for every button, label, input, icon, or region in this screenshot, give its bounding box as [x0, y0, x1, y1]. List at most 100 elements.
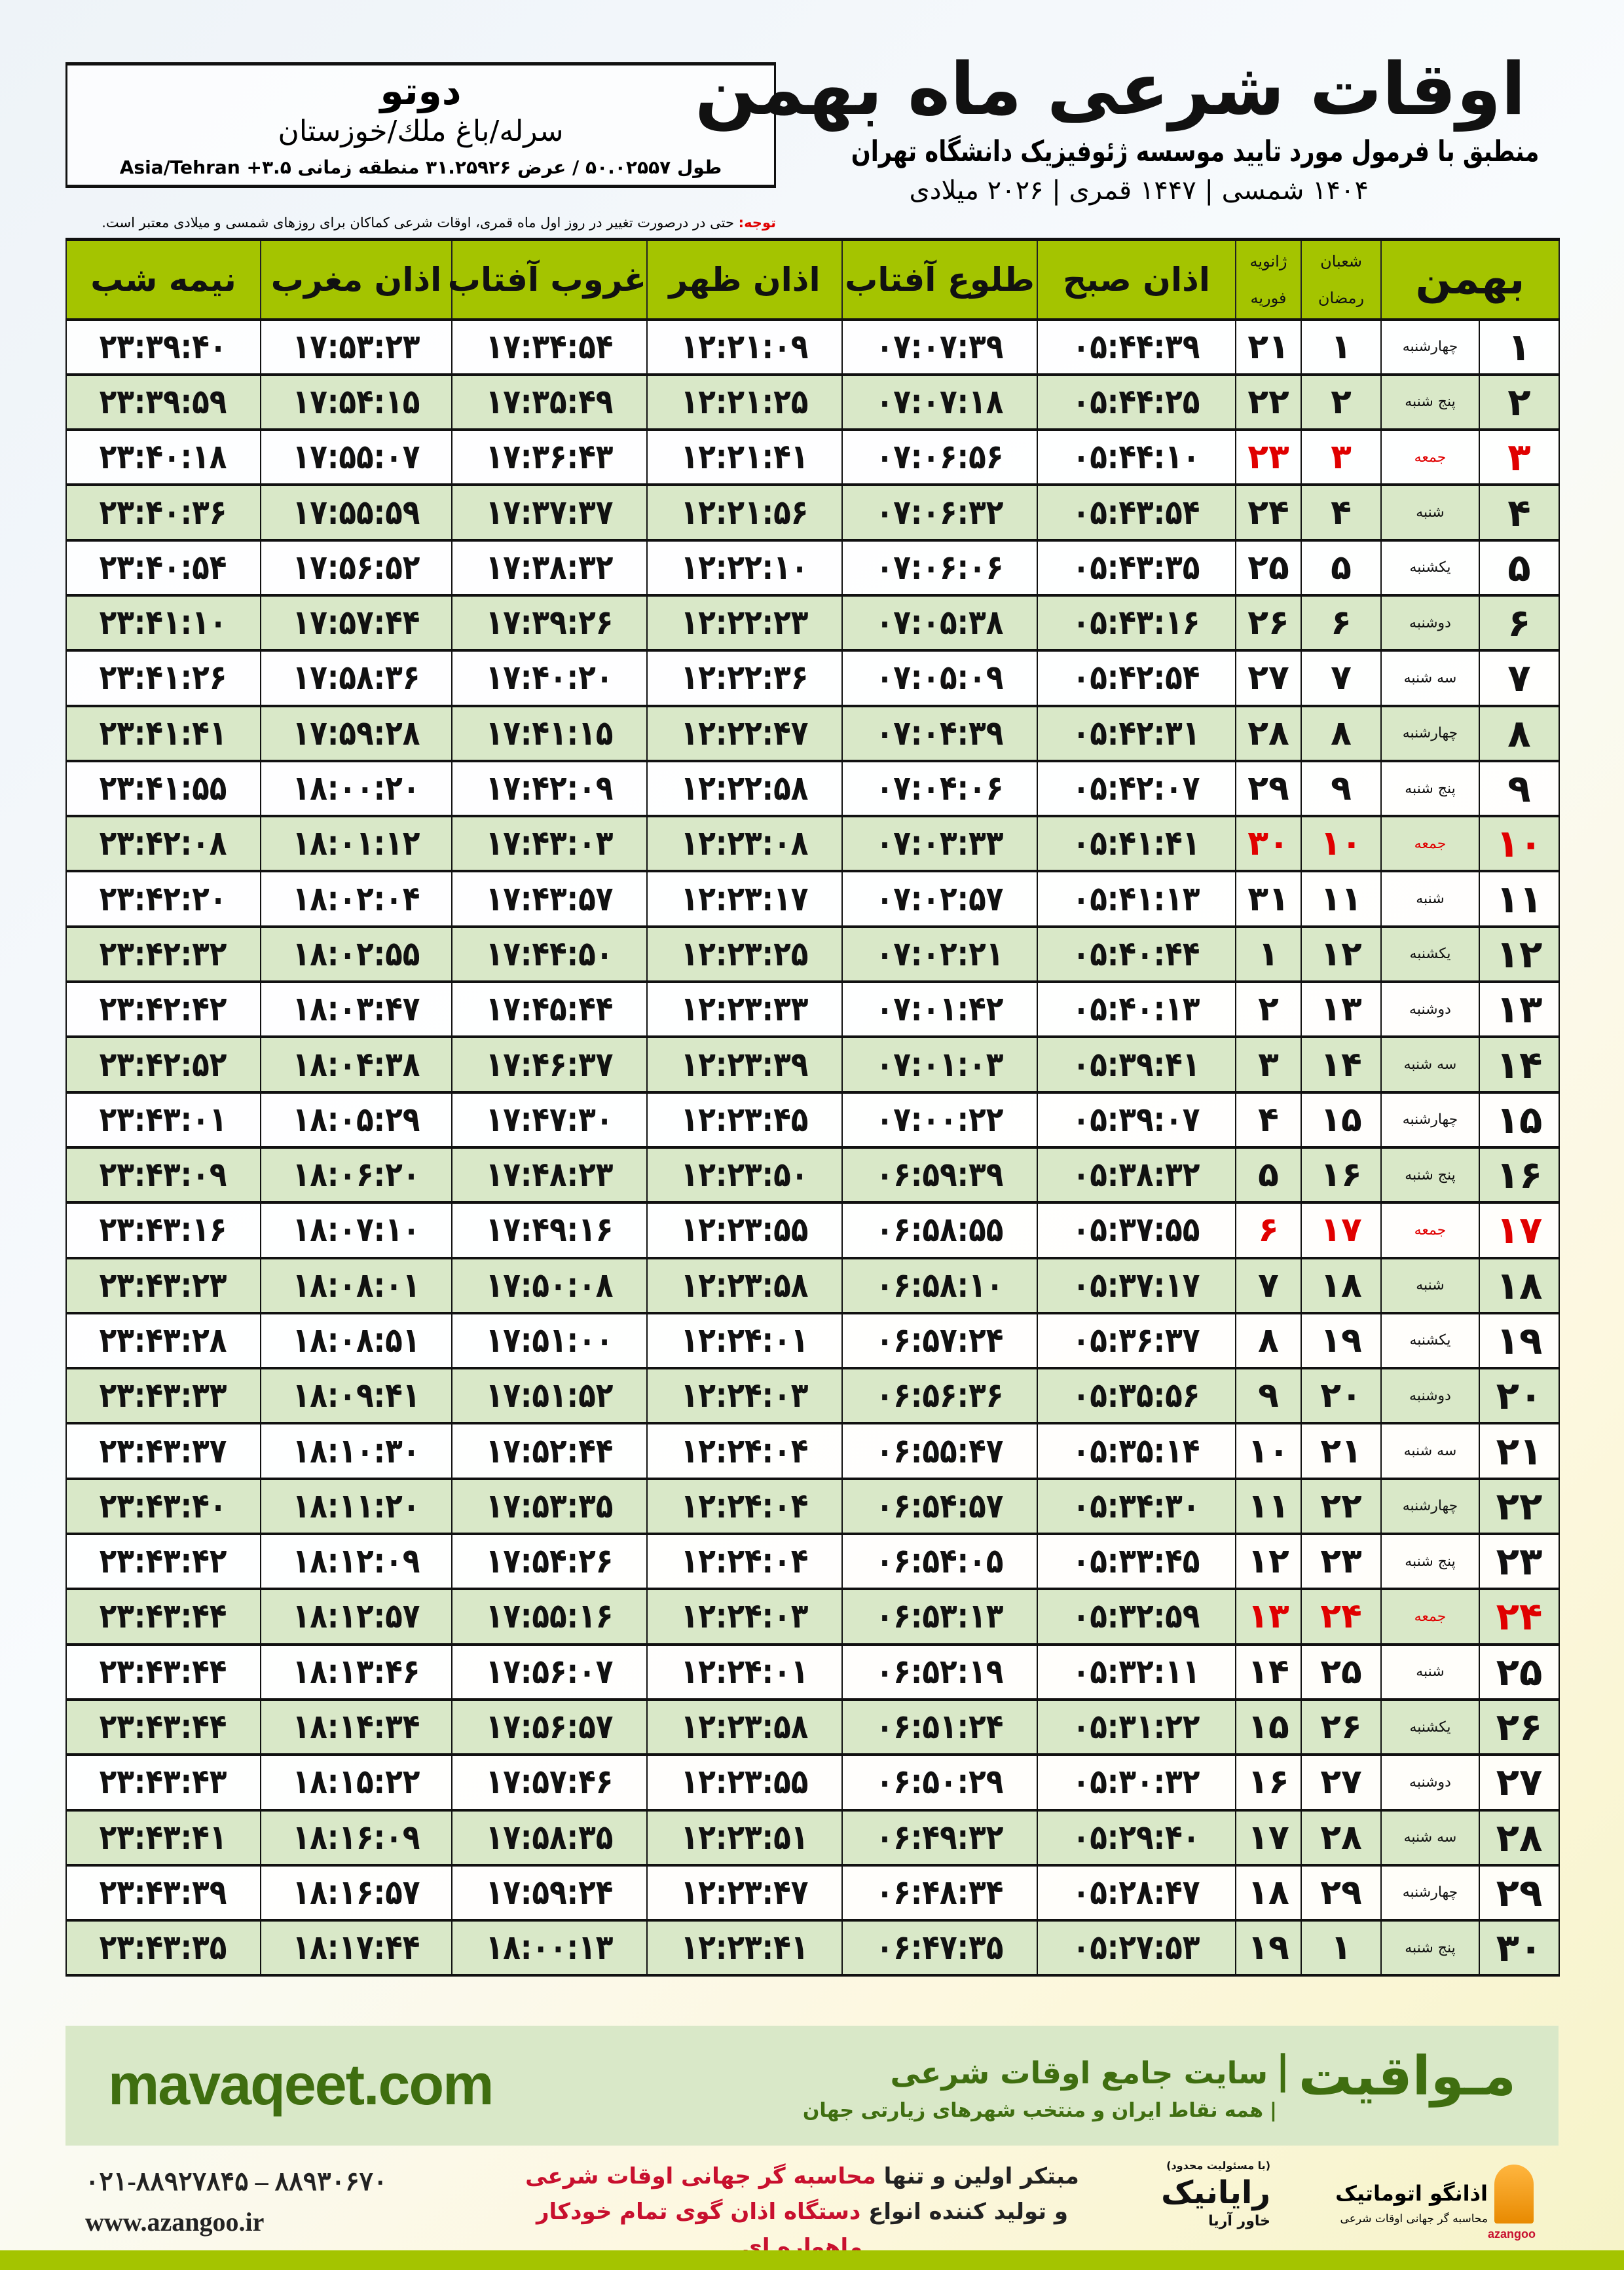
bottom-bar: [0, 2250, 1624, 2270]
cell-day: ۱: [1479, 318, 1560, 376]
cell-day: ۱۷: [1479, 1201, 1560, 1259]
year-line: ۱۴۰۴ شمسی | ۱۴۴۷ قمری | ۲۰۲۶ میلادی: [909, 176, 1369, 206]
time-value: ۱۷:۳۹:۲۶: [485, 603, 614, 643]
time-value: ۰۵:۴۳:۳۵: [1073, 548, 1200, 587]
cell-weekday: جمعه: [1380, 1588, 1480, 1646]
time-value: ۱۸:۱۴:۳۴: [292, 1707, 420, 1747]
cell-midnight: ۲۳:۴۰:۱۸: [65, 428, 261, 487]
time-value: ۰۵:۳۶:۳۷: [1073, 1320, 1200, 1360]
time-value: ۱۷:۵۴:۲۶: [485, 1542, 614, 1582]
time-value: ۱۲:۲۳:۵۱: [680, 1817, 809, 1857]
time-value: ۰۶:۵۲:۱۹: [876, 1652, 1004, 1692]
cell-weekday: چهارشنبه: [1380, 1863, 1480, 1922]
cell-dhuhr: ۱۲:۲۳:۵۰: [646, 1145, 843, 1204]
cell-maghrib: ۱۷:۵۴:۱۵: [260, 373, 452, 432]
cell-weekday: شنبه: [1380, 1256, 1480, 1314]
cell-midnight: ۲۳:۴۱:۱۰: [65, 593, 261, 652]
cell-sunset: ۱۷:۴۹:۱۶: [451, 1201, 648, 1259]
cell-sunrise: ۰۶:۵۷:۲۴: [841, 1311, 1038, 1370]
cell-gregorian-day: ۲۲: [1235, 373, 1302, 432]
time-value: ۱۲:۲۳:۳۳: [680, 990, 809, 1030]
cell-gregorian-day: ۲۸: [1235, 704, 1302, 762]
cell-lunar-day: ۳: [1301, 428, 1382, 487]
cell-maghrib: ۱۸:۰۱:۱۲: [260, 815, 452, 873]
time-value: ۲۳:۴۰:۳۶: [100, 493, 227, 532]
cell-sunrise: ۰۷:۰۲:۲۱: [841, 925, 1038, 984]
cell-day: ۲۵: [1479, 1643, 1560, 1701]
time-value: ۱۲:۲۳:۴۷: [680, 1872, 809, 1912]
cell-fajr: ۰۵:۳۹:۴۱: [1037, 1035, 1236, 1094]
cell-day: ۲۹: [1479, 1863, 1560, 1922]
azangoo-sub: محاسبه گر جهانی اوقات شرعی: [1340, 2212, 1488, 2225]
time-value: ۲۳:۴۲:۲۰: [100, 879, 227, 919]
cell-weekday: جمعه: [1380, 428, 1480, 487]
cell-dhuhr: ۱۲:۲۳:۴۵: [646, 1090, 843, 1149]
col-month: بهمن: [1380, 238, 1560, 320]
time-value: ۰۵:۳۸:۳۲: [1073, 1155, 1200, 1195]
time-value: ۱۷:۳۴:۵۴: [485, 327, 614, 367]
table-row: ۴ شنبه ۴ ۲۴ ۰۵:۴۳:۵۴ ۰۷:۰۶:۳۲ ۱۲:۲۱:۵۶ ۱۷:۳۷:۳۷…: [65, 483, 1560, 542]
cell-day: ۹: [1479, 759, 1560, 818]
time-value: ۱۷:۴۸:۲۳: [485, 1155, 614, 1195]
table-row: ۲۰ دوشنبه ۲۰ ۹ ۰۵:۳۵:۵۶ ۰۶:۵۶:۳۶ ۱۲:۲۴:۰۳ ۱۷:۵۱…: [65, 1367, 1560, 1425]
cell-maghrib: ۱۸:۱۷:۴۴: [260, 1919, 452, 1977]
time-value: ۱۷:۵۵:۱۶: [485, 1597, 614, 1637]
time-value: ۱۷:۵۱:۵۲: [485, 1376, 614, 1416]
table-row: ۲۴ جمعه ۲۴ ۱۳ ۰۵:۳۲:۵۹ ۰۶:۵۳:۱۳ ۱۲:۲۴:۰۳ ۱۷:۵۵:…: [65, 1588, 1560, 1646]
cell-sunset: ۱۷:۴۱:۱۵: [451, 704, 648, 762]
table-row: ۳ جمعه ۳ ۲۳ ۰۵:۴۴:۱۰ ۰۷:۰۶:۵۶ ۱۲:۲۱:۴۱ ۱۷:۳۶:۴۳…: [65, 428, 1560, 487]
azangoo-link[interactable]: www.azangoo.ir: [85, 2207, 265, 2237]
cell-midnight: ۲۳:۴۳:۳۹: [65, 1863, 261, 1922]
time-value: ۲۳:۳۹:۵۹: [100, 382, 227, 422]
time-value: ۱۷:۴۶:۳۷: [485, 1045, 614, 1085]
time-value: ۱۷:۵۹:۲۸: [292, 713, 420, 753]
cell-sunset: ۱۷:۳۶:۴۳: [451, 428, 648, 487]
cell-day: ۱۳: [1479, 980, 1560, 1039]
time-value: ۰۷:۰۰:۲۲: [876, 1100, 1004, 1140]
table-row: ۲۶ یکشنبه ۲۶ ۱۵ ۰۵:۳۱:۲۲ ۰۶:۵۱:۲۴ ۱۲:۲۳:۵۸ ۱۷:۵…: [65, 1698, 1560, 1757]
cell-weekday: پنج شنبه: [1380, 1145, 1480, 1204]
cell-midnight: ۲۳:۴۳:۴۱: [65, 1808, 261, 1867]
cell-lunar-day: ۲۶: [1301, 1698, 1382, 1757]
time-value: ۰۵:۴۰:۴۴: [1073, 934, 1200, 974]
time-value: ۱۷:۴۲:۰۹: [485, 769, 614, 809]
promo-line2a: و تولید کننده انواع: [860, 2199, 1069, 2225]
cell-lunar-day: ۱۶: [1301, 1145, 1382, 1204]
cell-lunar-day: ۲۴: [1301, 1588, 1382, 1646]
cell-dhuhr: ۱۲:۲۲:۴۷: [646, 704, 843, 762]
cell-weekday: شنبه: [1380, 483, 1480, 542]
cell-midnight: ۲۳:۴۳:۲۳: [65, 1256, 261, 1314]
cell-weekday: پنج شنبه: [1380, 1533, 1480, 1591]
cell-dhuhr: ۱۲:۲۴:۰۳: [646, 1588, 843, 1646]
cell-sunrise: ۰۷:۰۲:۵۷: [841, 870, 1038, 928]
time-value: ۲۳:۴۳:۲۸: [100, 1320, 227, 1360]
cell-lunar-day: ۲۲: [1301, 1477, 1382, 1536]
cell-gregorian-day: ۲: [1235, 980, 1302, 1039]
cell-dhuhr: ۱۲:۲۴:۰۴: [646, 1533, 843, 1591]
cell-midnight: ۲۳:۴۳:۳۷: [65, 1422, 261, 1480]
cell-gregorian-day: ۱۹: [1235, 1919, 1302, 1977]
time-value: ۰۷:۰۵:۳۸: [876, 603, 1004, 643]
cell-day: ۲۸: [1479, 1808, 1560, 1867]
cell-fajr: ۰۵:۴۲:۰۷: [1037, 759, 1236, 818]
cell-day: ۳: [1479, 428, 1560, 487]
cell-midnight: ۲۳:۴۲:۳۲: [65, 925, 261, 984]
azangoo-name: اذانگو اتوماتیک: [1335, 2181, 1488, 2206]
table-row: ۱۶ پنج شنبه ۱۶ ۵ ۰۵:۳۸:۳۲ ۰۶:۵۹:۳۹ ۱۲:۲۳:۵۰ ۱۷:…: [65, 1145, 1560, 1204]
cell-gregorian-day: ۱۴: [1235, 1643, 1302, 1701]
cell-gregorian-day: ۲۹: [1235, 759, 1302, 818]
time-value: ۱۲:۲۴:۰۴: [680, 1431, 809, 1471]
cell-sunset: ۱۷:۳۸:۳۲: [451, 538, 648, 597]
time-value: ۱۲:۲۴:۰۴: [680, 1542, 809, 1582]
promo-text: مبتکر اولین و تنها محاسبه گر جهانی اوقات…: [498, 2159, 1107, 2265]
time-value: ۰۵:۳۷:۱۷: [1073, 1265, 1200, 1305]
cell-dhuhr: ۱۲:۲۳:۵۵: [646, 1201, 843, 1259]
cell-lunar-day: ۲۵: [1301, 1643, 1382, 1701]
time-value: ۲۳:۴۳:۴۲: [100, 1542, 227, 1582]
cell-midnight: ۲۳:۴۳:۴۰: [65, 1477, 261, 1536]
site-link[interactable]: mavaqeet.com: [108, 2052, 494, 2117]
time-value: ۱۷:۵۴:۱۵: [292, 382, 420, 422]
cell-lunar-day: ۲۷: [1301, 1753, 1382, 1812]
time-value: ۱۸:۰۰:۲۰: [292, 769, 420, 809]
col-midnight: نیمه شب: [65, 238, 261, 320]
